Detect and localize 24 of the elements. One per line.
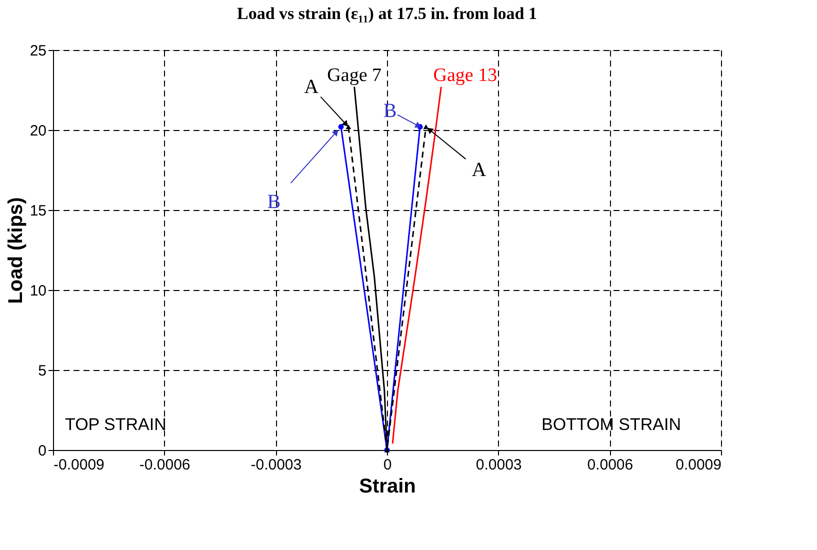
chart-title: Load vs strain (ε₁₁) at 17.5 in. from load 1 [236,4,538,23]
annotation: B [383,100,397,122]
y-tick-label: 20 [30,122,46,140]
series-label: Gage 7 [327,64,382,86]
annotation: BOTTOM STRAIN [542,415,681,434]
x-tick-label: 0.0009 [676,456,722,474]
x-tick-label: 0 [383,456,392,474]
x-tick-label: 0.0006 [587,456,634,474]
y-tick-label: 5 [38,362,46,380]
x-tick-label: 0.0003 [476,456,522,474]
annotation: A [472,158,487,181]
y-tick-label: 15 [30,202,46,220]
y-tick-label: 25 [30,42,46,60]
annotation: A [304,76,320,98]
series-label: Gage 13 [433,64,498,86]
x-axis-title: Strain [359,476,416,498]
y-tick-label: 0 [38,442,46,460]
x-tick-label: -0.0006 [139,456,190,474]
y-tick-label: 10 [30,282,46,300]
x-tick-label: -0.0003 [250,456,302,474]
annotation: TOP STRAIN [65,415,166,434]
x-tick-label: -0.0009 [54,456,104,474]
y-axis-title: Load (kips) [4,197,27,304]
annotation: B [267,190,281,213]
